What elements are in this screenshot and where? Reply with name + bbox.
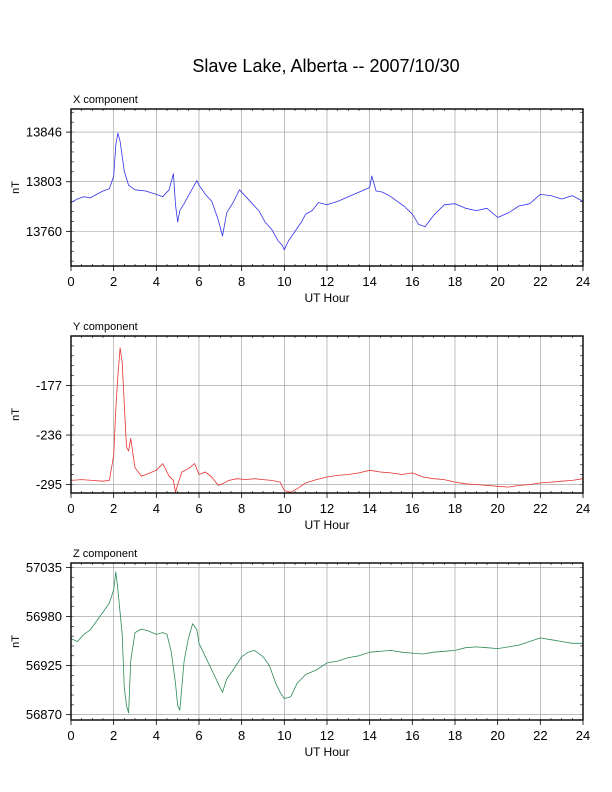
data-series-line [70,132,584,251]
x-tick-label: 18 [448,501,462,516]
x-tick-label: 24 [576,501,590,516]
y-tick-label: -236 [36,428,62,443]
x-tick-label: 12 [320,728,334,743]
x-tick-label: 10 [277,274,291,289]
x-tick-label: 2 [110,501,117,516]
x-tick-label: 8 [238,501,245,516]
panel-title: Z component [73,548,137,560]
x-tick-label: 6 [195,728,202,743]
x-tick-label: 20 [490,274,504,289]
y-axis-label: nT [10,408,22,421]
x-tick-label: 14 [362,501,376,516]
panel-title: X component [73,94,138,106]
x-tick-label: 16 [405,501,419,516]
x-axis-label: UT Hour [304,518,349,532]
x-tick-label: 12 [320,501,334,516]
x-axis-label: UT Hour [304,745,349,759]
panel-title: Y component [73,321,138,333]
y-tick-label: 13846 [26,125,62,140]
x-tick-label: 24 [576,728,590,743]
x-tick-label: 8 [238,274,245,289]
x-tick-label: 10 [277,728,291,743]
x-tick-label: 4 [153,501,160,516]
x-tick-label: 4 [153,274,160,289]
x-tick-label: 22 [533,501,547,516]
x-tick-label: 10 [277,501,291,516]
x-tick-label: 20 [490,501,504,516]
x-tick-label: 6 [195,274,202,289]
y-tick-label: 13760 [26,224,62,239]
y-axis-label: nT [10,181,22,194]
y-axis-label: nT [10,635,22,648]
x-tick-label: 20 [490,728,504,743]
x-tick-label: 14 [362,274,376,289]
x-axis-label: UT Hour [304,291,349,305]
y-tick-label: 56980 [26,609,62,624]
x-tick-label: 6 [195,501,202,516]
x-tick-label: 24 [576,274,590,289]
y-tick-label: 57035 [26,560,62,575]
x-tick-label: 12 [320,274,334,289]
y-tick-label: -177 [36,378,62,393]
x-tick-label: 16 [405,274,419,289]
y-tick-label: 13803 [26,174,62,189]
x-tick-label: 18 [448,728,462,743]
x-tick-label: 4 [153,728,160,743]
x-tick-label: 16 [405,728,419,743]
x-tick-label: 2 [110,728,117,743]
y-tick-label: 56925 [26,658,62,673]
x-tick-label: 0 [67,728,74,743]
x-tick-label: 8 [238,728,245,743]
chart-title: Slave Lake, Alberta -- 2007/10/30 [192,56,460,76]
x-tick-label: 18 [448,274,462,289]
x-tick-label: 0 [67,274,74,289]
x-tick-label: 22 [533,274,547,289]
y-tick-label: 56870 [26,707,62,722]
data-series-line [70,347,584,493]
x-tick-label: 14 [362,728,376,743]
y-tick-label: -295 [36,477,62,492]
x-tick-label: 0 [67,501,74,516]
x-tick-label: 2 [110,274,117,289]
x-tick-label: 22 [533,728,547,743]
data-series-line [70,571,583,714]
